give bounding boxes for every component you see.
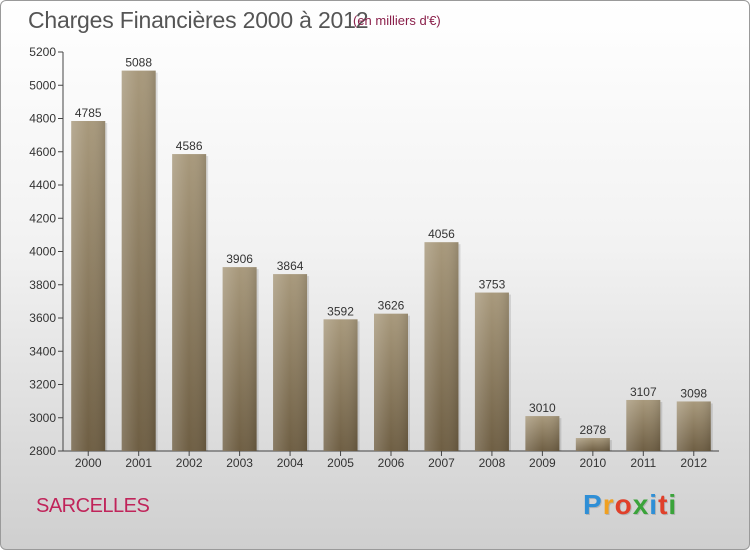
x-tick-label: 2003 — [226, 456, 253, 470]
data-label: 4056 — [428, 227, 455, 241]
data-label: 3753 — [479, 278, 506, 292]
y-tick-label: 4800 — [29, 112, 56, 126]
y-tick-label: 3200 — [29, 378, 56, 392]
bar-highlight — [71, 120, 106, 452]
x-tick-label: 2010 — [579, 456, 606, 470]
bar-highlight — [374, 313, 408, 451]
bar-highlight — [525, 416, 560, 451]
data-label: 3592 — [327, 304, 354, 318]
x-tick-label: 2001 — [125, 456, 152, 470]
commune-name: SARCELLES — [36, 495, 150, 517]
data-label: 3626 — [378, 299, 405, 313]
x-tick-label: 2008 — [479, 456, 506, 470]
logo-letter: r — [602, 489, 615, 520]
y-tick-label: 4200 — [29, 211, 56, 225]
data-label: 4586 — [176, 139, 203, 153]
bar-highlight — [424, 242, 459, 451]
x-tick-label: 2002 — [176, 456, 203, 470]
logo-letter: i — [668, 489, 678, 520]
data-label: 2878 — [579, 423, 606, 437]
y-tick-label: 3000 — [29, 411, 56, 425]
data-label: 3010 — [529, 401, 556, 415]
logo-letter: P — [583, 489, 603, 520]
data-label: 3098 — [680, 386, 707, 400]
bar-highlight — [575, 438, 610, 451]
y-tick-label: 2800 — [29, 444, 56, 458]
y-tick-label: 3800 — [29, 278, 56, 292]
data-label: 3906 — [226, 252, 253, 266]
x-tick-label: 2004 — [277, 456, 304, 470]
bar-highlight — [273, 274, 308, 451]
chart-subtitle: (en milliers d'€) — [353, 13, 441, 28]
y-tick-label: 4000 — [29, 245, 56, 259]
x-tick-label: 2005 — [327, 456, 354, 470]
logo-letter: x — [632, 489, 650, 520]
brand-logo: Proxiti — [583, 489, 677, 521]
bar-highlight — [121, 70, 156, 452]
x-tick-label: 2006 — [378, 456, 405, 470]
x-tick-label: 2007 — [428, 456, 455, 470]
bar-highlight — [323, 319, 358, 451]
logo-letter: o — [614, 489, 633, 520]
data-label: 4785 — [75, 106, 102, 120]
y-tick-label: 5200 — [29, 45, 56, 59]
y-tick-label: 3600 — [29, 311, 56, 325]
bar-highlight — [172, 154, 207, 451]
y-tick-label: 4400 — [29, 178, 56, 192]
y-tick-label: 4600 — [29, 145, 56, 159]
logo-letter: i — [649, 489, 659, 520]
x-tick-label: 2012 — [680, 456, 707, 470]
data-label: 3107 — [630, 385, 657, 399]
x-tick-label: 2011 — [630, 456, 656, 470]
logo-letter: t — [658, 489, 669, 520]
bar-highlight — [626, 399, 661, 451]
y-tick-label: 5000 — [29, 78, 56, 92]
chart-title: Charges Financières 2000 à 2012 — [28, 7, 369, 33]
bar-highlight — [222, 267, 257, 451]
data-label: 5088 — [125, 56, 152, 70]
y-tick-label: 3400 — [29, 344, 56, 358]
x-tick-label: 2009 — [529, 456, 556, 470]
bar-highlight — [474, 292, 509, 451]
x-tick-label: 2000 — [75, 456, 102, 470]
data-label: 3864 — [277, 259, 304, 273]
bar-highlight — [676, 401, 711, 451]
